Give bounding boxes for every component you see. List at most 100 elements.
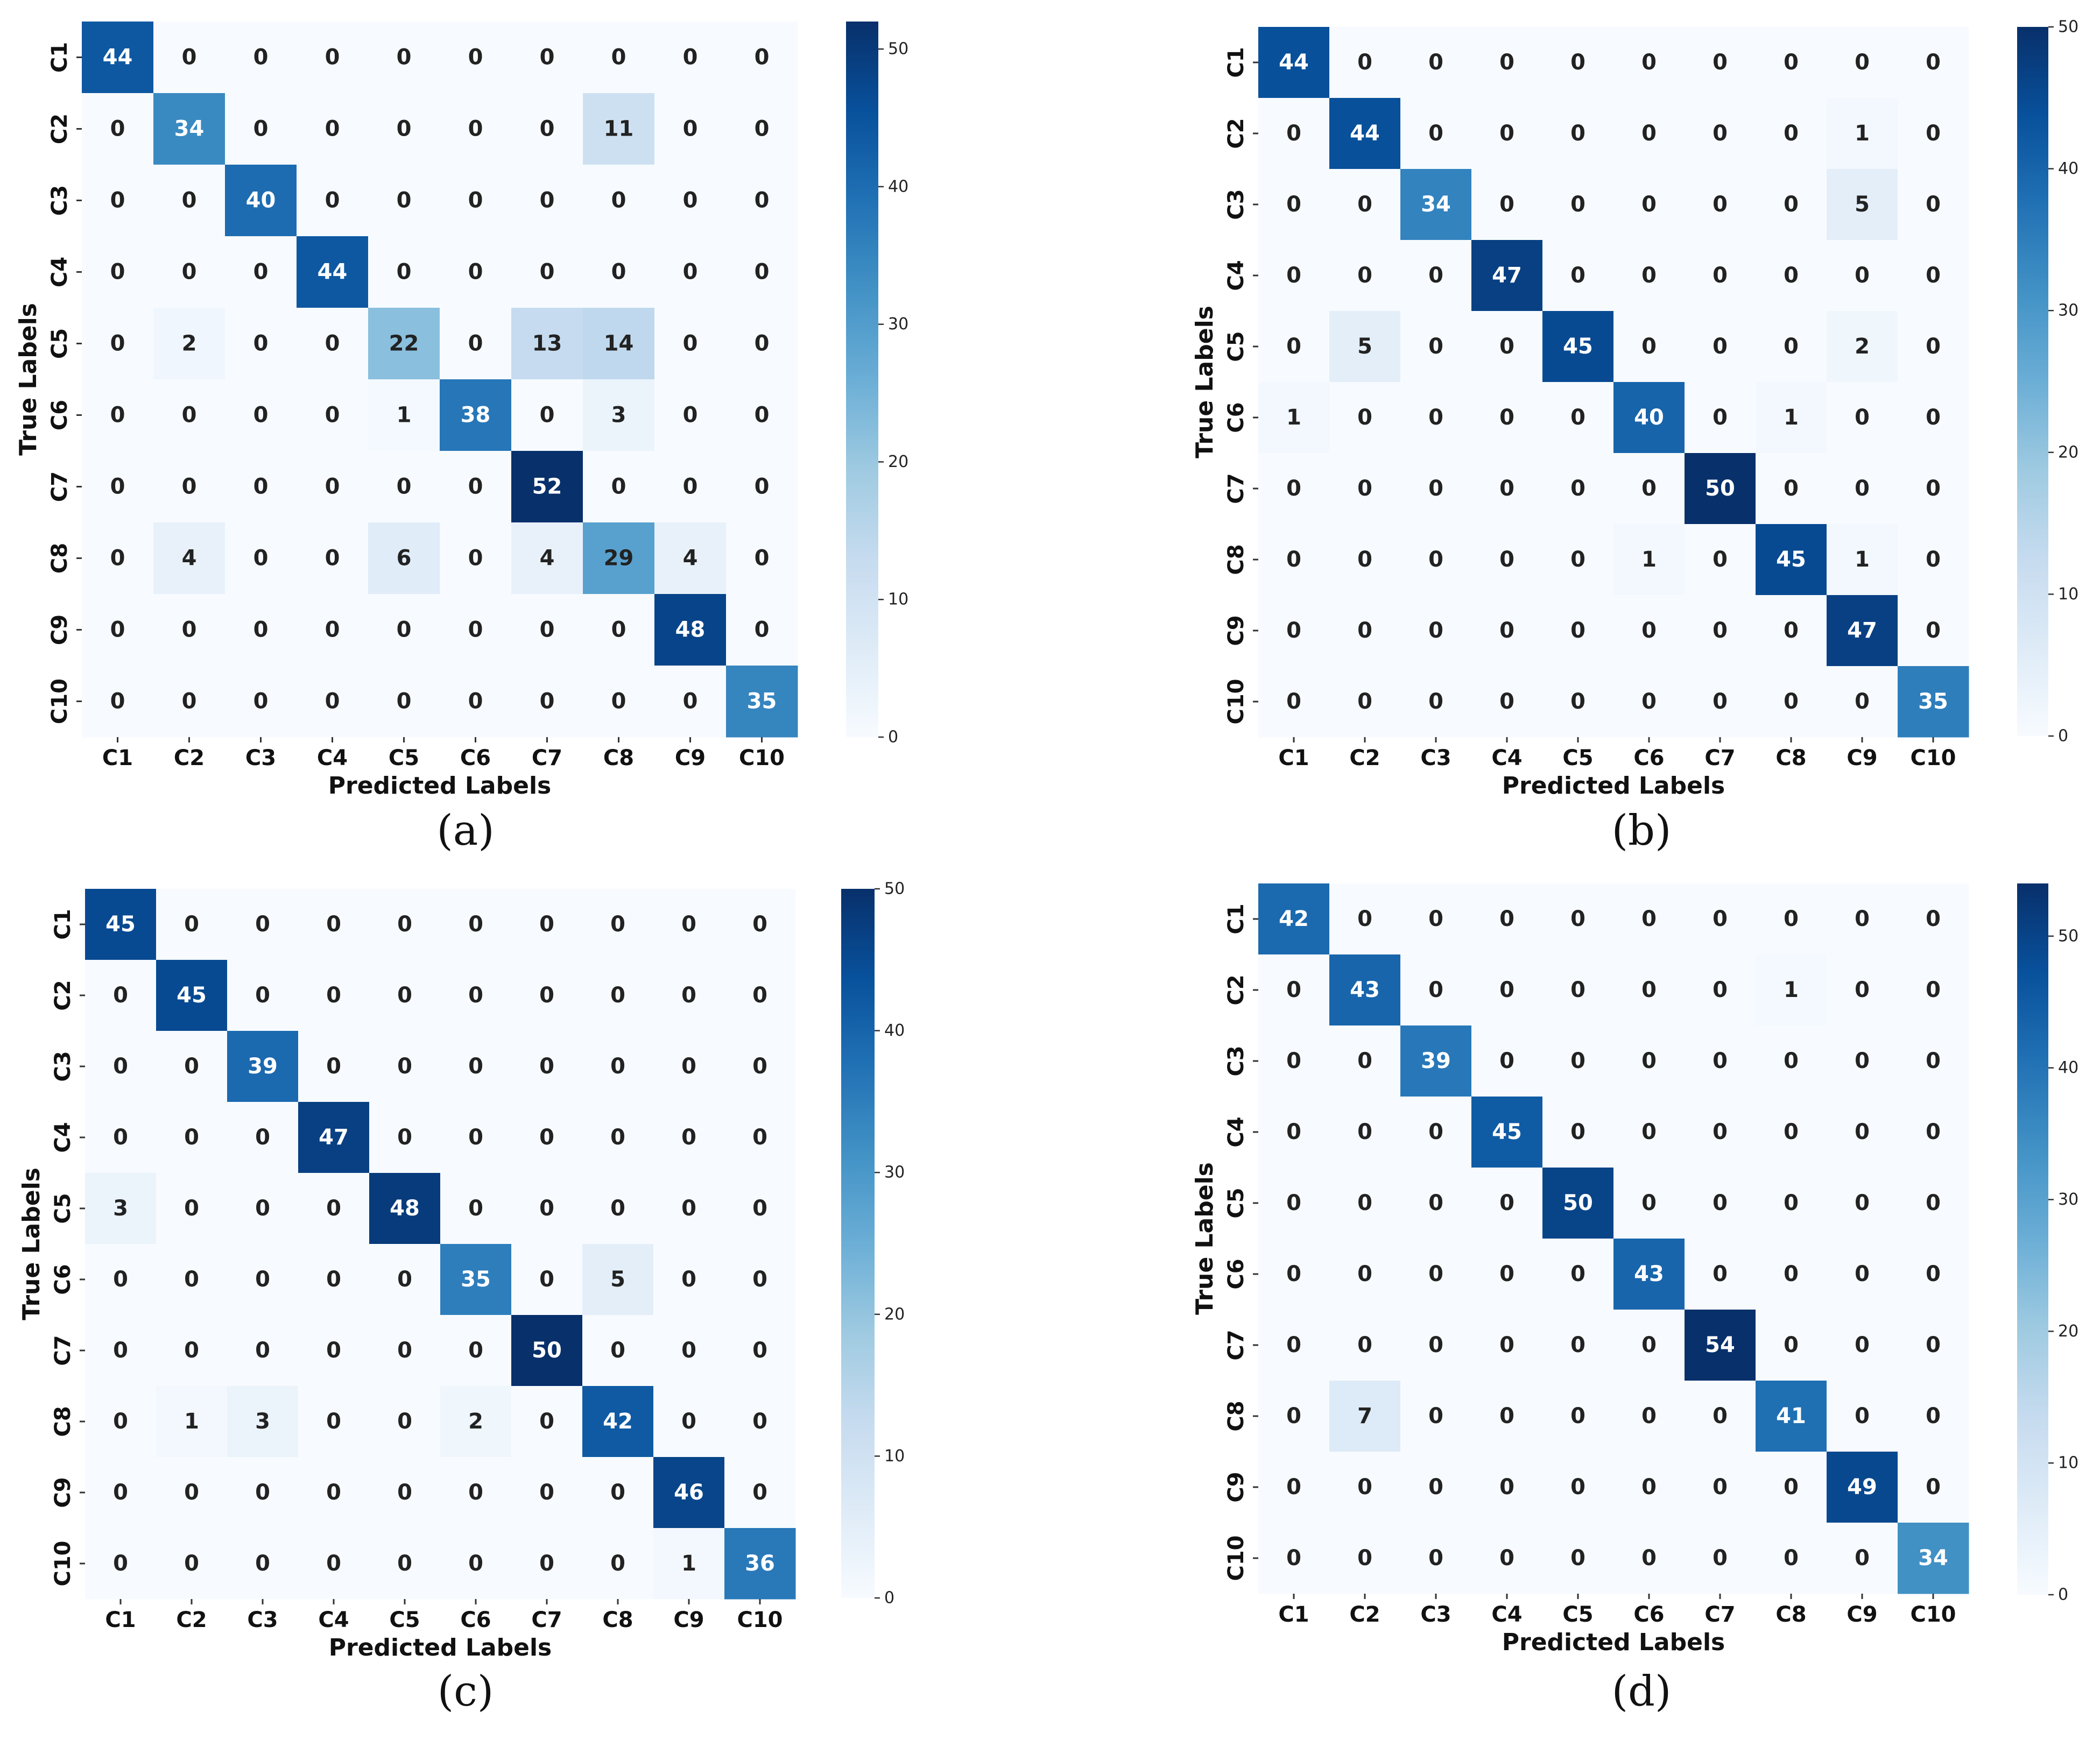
cell-value: 1 <box>1784 405 1799 430</box>
cell-value: 40 <box>1634 405 1664 430</box>
heatmap-cell <box>1329 1523 1401 1594</box>
y-tick-label: C8 <box>51 1406 75 1437</box>
cell-value: 45 <box>177 983 207 1008</box>
heatmap-cell <box>1827 27 1898 98</box>
heatmap-cell <box>653 1528 725 1600</box>
heatmap-cell <box>440 1528 512 1600</box>
heatmap-cell <box>726 236 798 308</box>
heatmap-cell <box>82 308 154 380</box>
cell-value: 0 <box>1428 50 1443 75</box>
cell-value: 0 <box>326 1338 341 1363</box>
heatmap-cell <box>1329 382 1401 454</box>
cell-value: 0 <box>1926 547 1941 572</box>
cell-value: 0 <box>752 1267 767 1292</box>
heatmap-cell <box>1613 1523 1685 1594</box>
heatmap-cell <box>1542 524 1614 596</box>
heatmap-cell <box>440 379 512 451</box>
cell-value: 0 <box>182 689 197 714</box>
heatmap-cell <box>1400 1381 1472 1452</box>
x-tick-label: C10 <box>739 746 785 770</box>
heatmap-cell <box>1329 666 1401 738</box>
heatmap-cell <box>153 236 225 308</box>
cell-value: 0 <box>1570 547 1585 572</box>
cell-value: 0 <box>325 689 340 714</box>
cell-value: 0 <box>1428 334 1443 359</box>
heatmap-cell <box>1685 311 1756 383</box>
cell-value: 0 <box>255 983 270 1008</box>
heatmap-cell <box>511 1031 583 1102</box>
cell-value: 0 <box>1357 907 1372 931</box>
colorbar-tick-label: 0 <box>2058 727 2068 746</box>
cell-value: 0 <box>1499 405 1514 430</box>
heatmap-cell <box>1685 240 1756 312</box>
heatmap-cell <box>1329 27 1401 98</box>
heatmap-cell <box>1400 1310 1472 1381</box>
heatmap-cell <box>1400 1239 1472 1310</box>
cell-value: 0 <box>253 403 269 428</box>
x-tick-label: C5 <box>1562 1602 1593 1627</box>
heatmap-cell <box>1756 311 1827 383</box>
cell-value: 0 <box>325 188 340 213</box>
cell-value: 0 <box>755 117 770 142</box>
heatmap-cell <box>1329 1452 1401 1523</box>
heatmap-cell <box>369 889 441 960</box>
heatmap-cell <box>156 1173 228 1244</box>
y-tick-label: C3 <box>47 185 72 216</box>
cell-value: 0 <box>1855 1262 1870 1286</box>
cell-value: 35 <box>461 1267 491 1292</box>
x-tick-label: C4 <box>1491 1602 1522 1627</box>
heatmap-cell <box>1827 311 1898 383</box>
cell-value: 0 <box>397 1409 412 1434</box>
cell-value: 0 <box>1357 192 1372 217</box>
heatmap-cell <box>1898 1168 1969 1239</box>
heatmap-cell <box>1471 1381 1543 1452</box>
cell-value: 0 <box>683 689 698 714</box>
heatmap-cell <box>654 594 727 666</box>
colorbar-tick-label: 30 <box>2058 301 2078 320</box>
heatmap-cell <box>1542 1381 1614 1452</box>
y-tick-label: C5 <box>47 328 72 359</box>
cell-value: 0 <box>1855 405 1870 430</box>
y-tick-label: C2 <box>47 114 72 144</box>
cell-value: 0 <box>1357 476 1372 501</box>
cell-value: 0 <box>468 912 483 937</box>
cell-value: 0 <box>681 912 696 937</box>
cell-value: 0 <box>468 1125 483 1150</box>
heatmap-cell <box>368 594 440 666</box>
heatmap-cell <box>440 1173 512 1244</box>
heatmap-cell <box>85 960 157 1031</box>
cell-value: 0 <box>397 188 412 213</box>
heatmap-cell <box>1827 1381 1898 1452</box>
colorbar-tick-label: 40 <box>884 1021 905 1040</box>
heatmap-cell <box>369 960 441 1031</box>
x-tick-label: C2 <box>176 1608 207 1632</box>
cell-value: 0 <box>397 983 412 1008</box>
cell-value: 0 <box>468 1338 483 1363</box>
heatmap-cell <box>1685 1025 1756 1097</box>
heatmap-cell <box>153 594 225 666</box>
heatmap-cell <box>1471 453 1543 525</box>
heatmap-cell <box>1258 524 1330 596</box>
cell-value: 0 <box>1570 1475 1585 1499</box>
heatmap-cell <box>1827 524 1898 596</box>
x-tick-label: C7 <box>1704 1602 1735 1627</box>
heatmap-cell <box>368 666 440 738</box>
cell-value: 1 <box>184 1409 199 1434</box>
cell-value: 45 <box>1776 547 1806 572</box>
heatmap-cell <box>82 379 154 451</box>
heatmap-cell <box>511 666 583 738</box>
heatmap-cell <box>1827 453 1898 525</box>
heatmap-cell <box>1329 98 1401 169</box>
heatmap-cell <box>153 165 225 237</box>
heatmap-cell <box>1898 240 1969 312</box>
cell-value: 0 <box>1641 1546 1657 1571</box>
cell-value: 42 <box>1279 907 1309 931</box>
cell-value: 0 <box>1286 476 1301 501</box>
cell-value: 0 <box>326 1551 341 1576</box>
cell-value: 0 <box>255 912 270 937</box>
cell-value: 0 <box>683 117 698 142</box>
cell-value: 0 <box>1428 978 1443 1002</box>
cell-value: 0 <box>1926 405 1941 430</box>
heatmap-cell <box>654 236 727 308</box>
